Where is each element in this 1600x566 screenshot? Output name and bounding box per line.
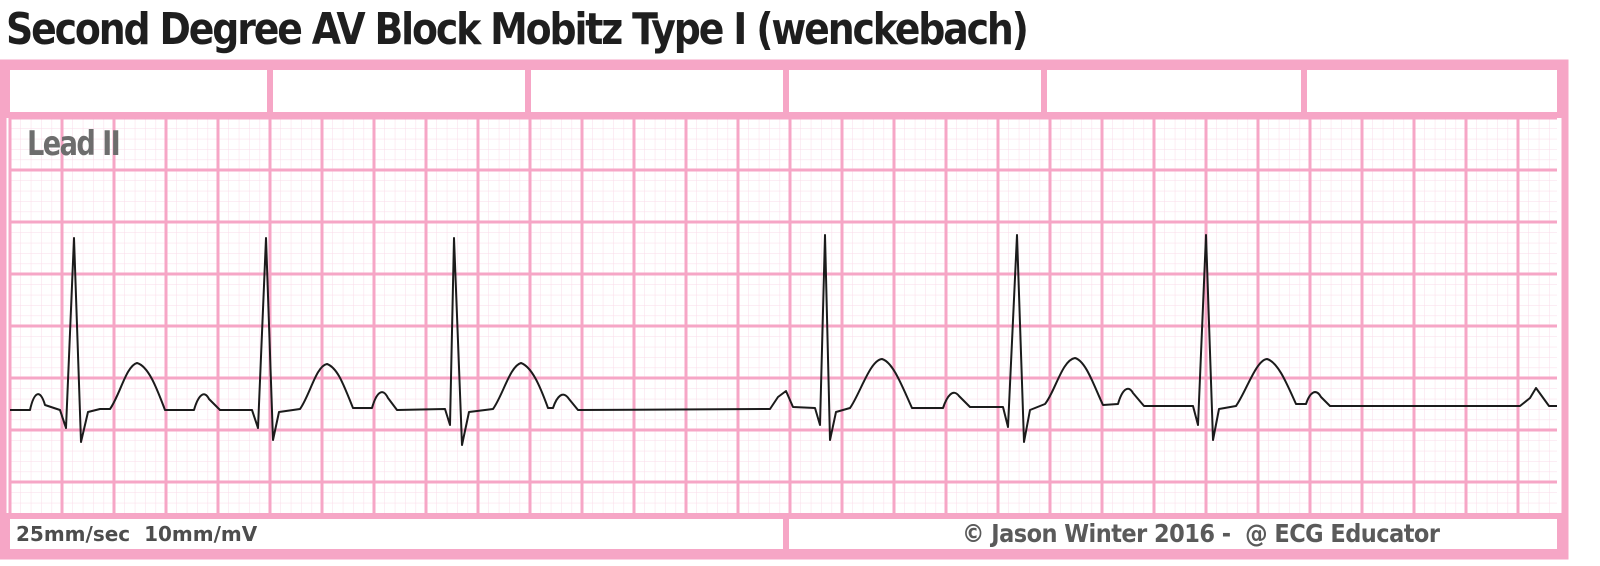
copyright-credit: © Jason Winter 2016 - @ ECG Educator bbox=[962, 519, 1440, 548]
graph-paper bbox=[10, 118, 1557, 514]
strip-frame bbox=[0, 59, 1569, 560]
major-grid bbox=[8, 116, 1557, 514]
ecg-trace bbox=[10, 234, 1557, 446]
lead-label: Lead II bbox=[27, 124, 121, 164]
header-boxes bbox=[4, 64, 1563, 118]
paper-speed-setting: 25mm/sec 10mm/mV bbox=[16, 522, 258, 546]
footer-boxes bbox=[4, 513, 1563, 555]
page-title: Second Degree AV Block Mobitz Type I (we… bbox=[6, 4, 1029, 55]
